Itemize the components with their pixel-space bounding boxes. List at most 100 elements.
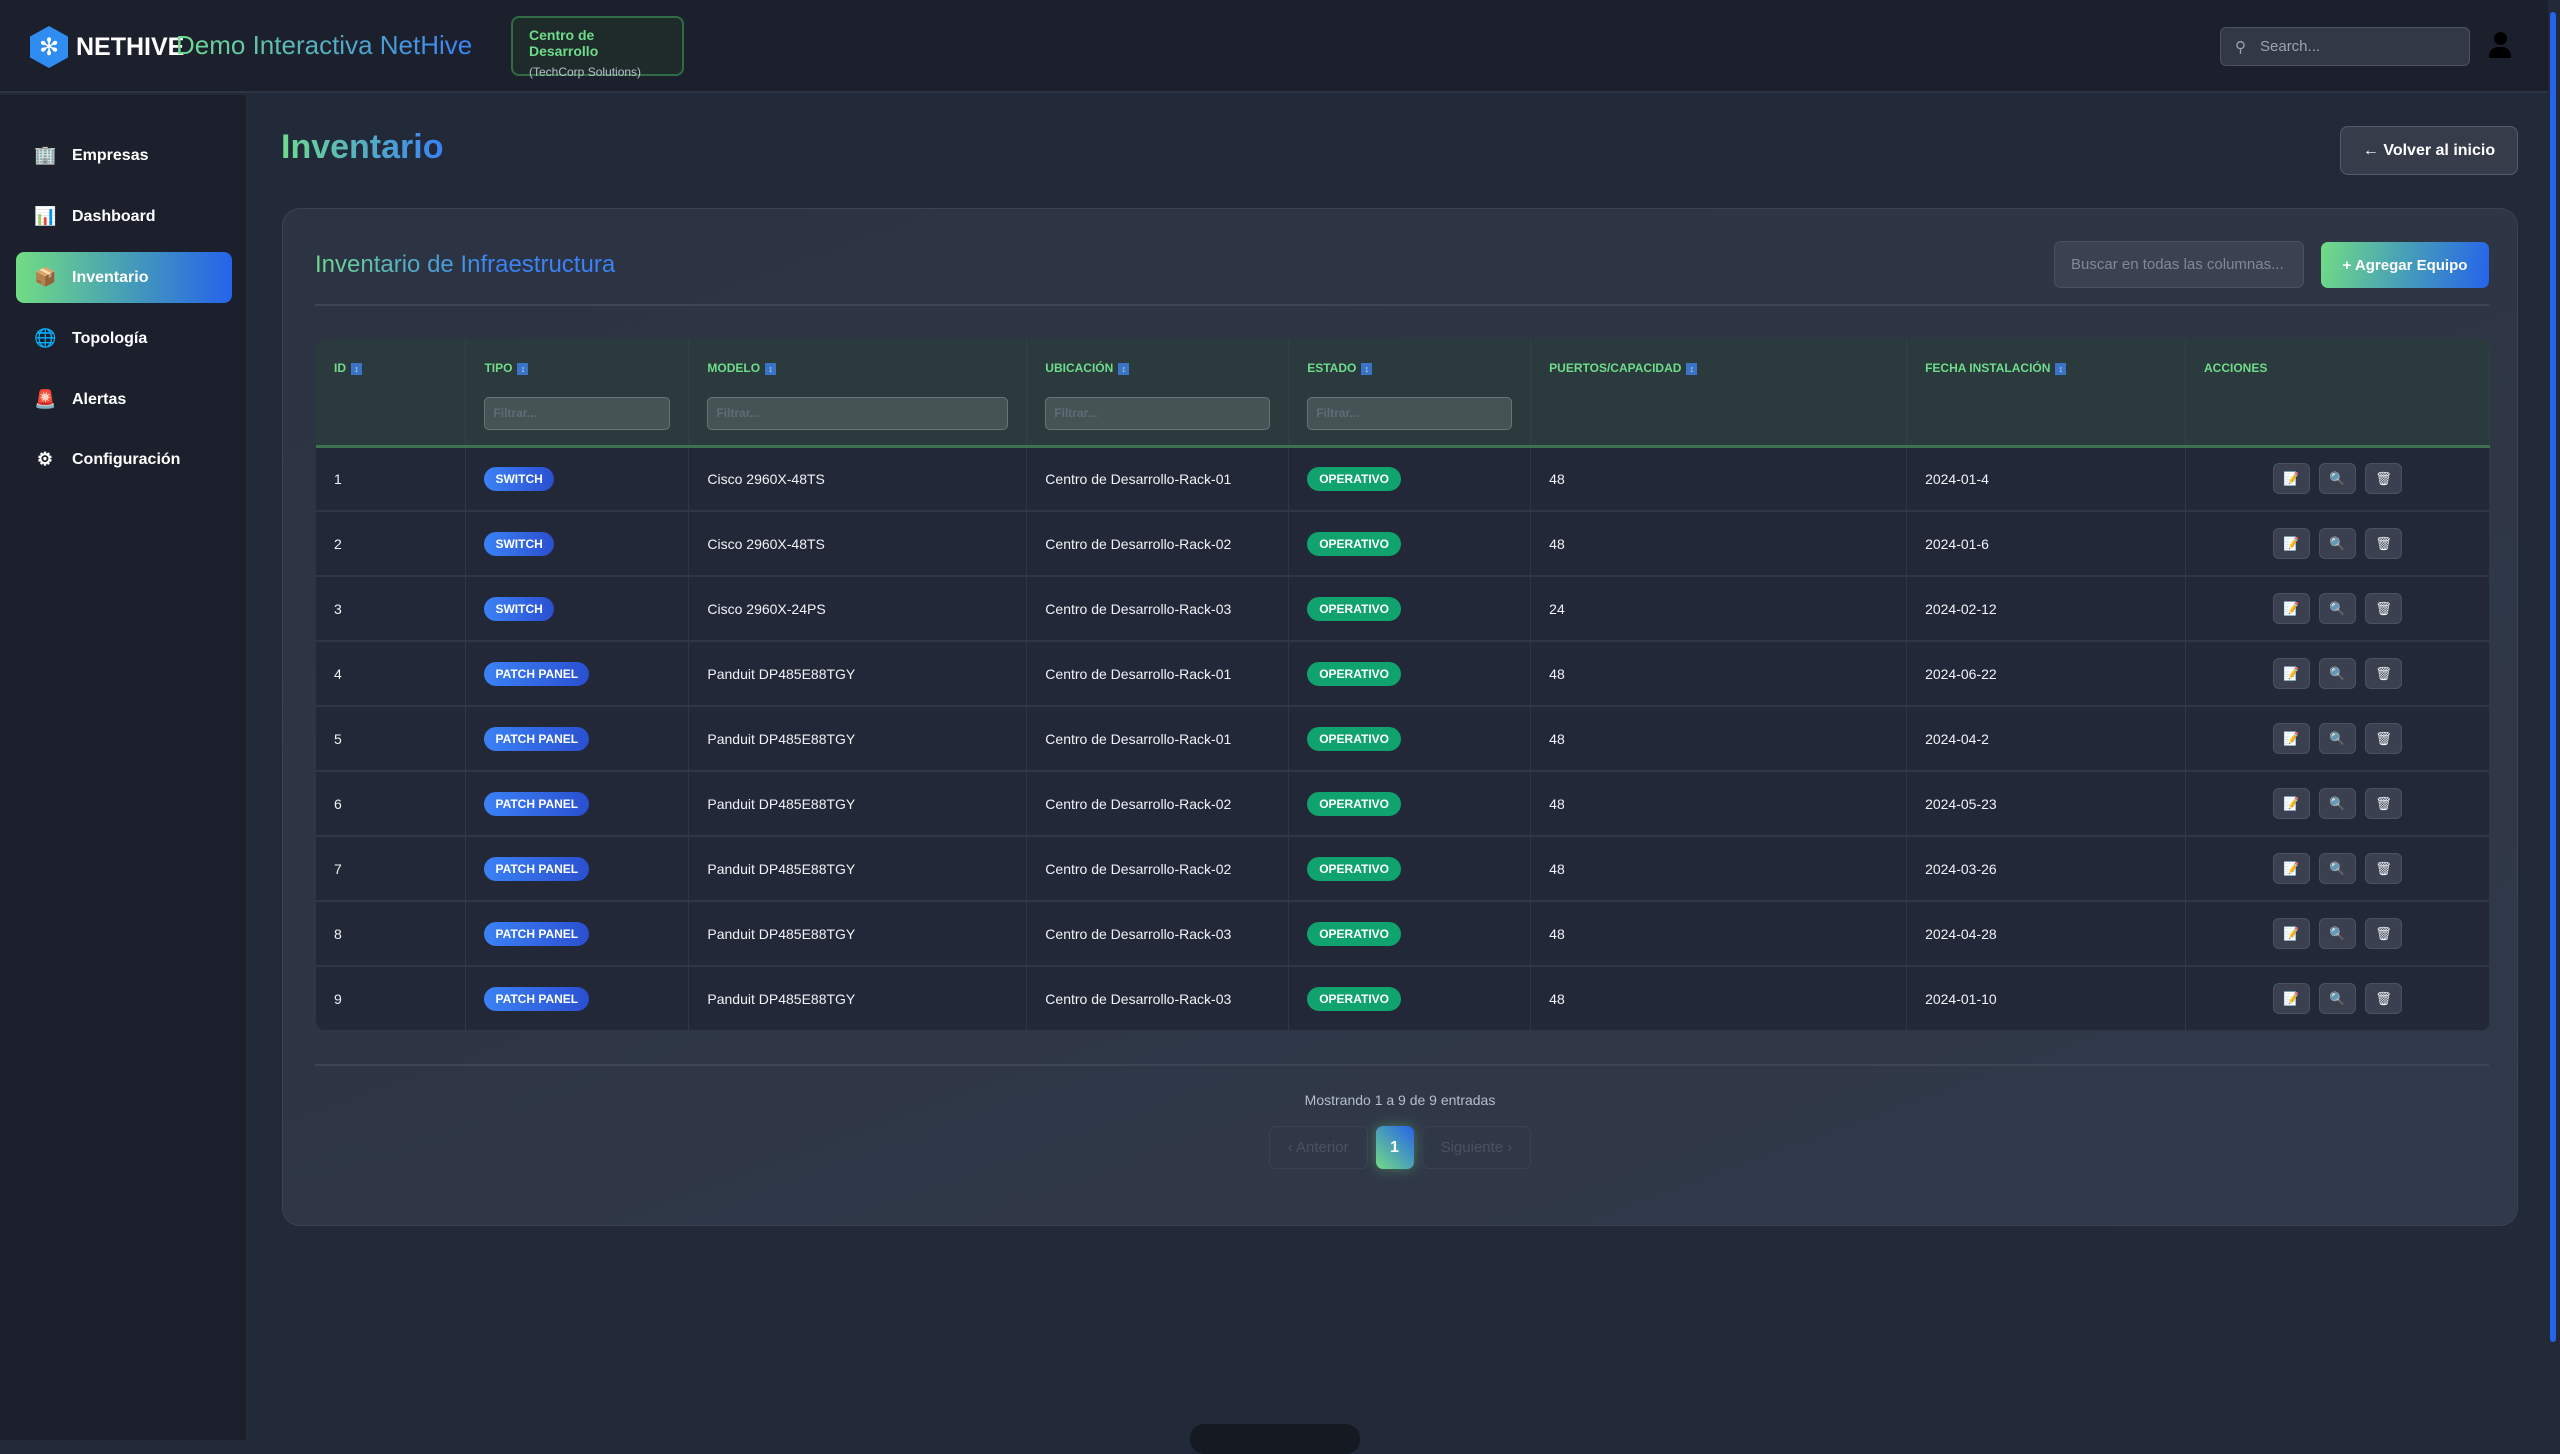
- status-badge: OPERATIVO: [1307, 661, 1402, 686]
- search-button[interactable]: 🔍: [2319, 463, 2356, 495]
- table-row[interactable]: 9 PATCH PANEL Panduit DP485E88TGY Centro…: [316, 966, 2490, 1031]
- search-button[interactable]: 🔍: [2319, 593, 2356, 624]
- search-icon: 🔍: [2329, 860, 2346, 876]
- cell-fecha: 2024-04-28: [1906, 901, 2186, 966]
- search-icon: 🔍: [2329, 470, 2346, 486]
- cell-ubicacion: Centro de Desarrollo-Rack-03: [1026, 901, 1290, 966]
- cell-puertos: 48: [1530, 771, 1908, 836]
- globe-icon: 🌐: [34, 328, 57, 348]
- edit-document-button[interactable]: 📝: [2273, 853, 2310, 884]
- sort-icon[interactable]: ↕: [765, 362, 777, 375]
- edit-document-button[interactable]: 📝: [2273, 528, 2310, 559]
- trash-button[interactable]: 🗑: [2365, 463, 2402, 495]
- table-row[interactable]: 1 SWITCH Cisco 2960X-48TS Centro de Desa…: [316, 446, 2490, 511]
- trash-button[interactable]: 🗑: [2365, 593, 2402, 624]
- page-1-button[interactable]: 1: [1375, 1126, 1414, 1169]
- status-badge: OPERATIVO: [1307, 726, 1402, 751]
- user-icon[interactable]: [2488, 32, 2512, 60]
- column-header[interactable]: PUERTOS/CAPACIDAD ↕: [1530, 339, 1908, 446]
- context-badge[interactable]: Centro de Desarrollo (TechCorp Solutions…: [511, 16, 684, 79]
- search-button[interactable]: 🔍: [2319, 723, 2356, 754]
- sort-icon[interactable]: ↕: [2055, 362, 2067, 375]
- column-filter-input[interactable]: Filtrar...: [707, 397, 1009, 430]
- back-home-button[interactable]: ← Volver al inicio: [2340, 126, 2518, 175]
- brand-name: NETHIVE: [76, 32, 185, 61]
- search-button[interactable]: 🔍: [2319, 983, 2356, 1014]
- sort-icon[interactable]: ↕: [351, 362, 362, 375]
- table-row[interactable]: 6 PATCH PANEL Panduit DP485E88TGY Centro…: [316, 771, 2490, 836]
- column-filter-input[interactable]: Filtrar...: [1045, 397, 1271, 430]
- edit-document-button[interactable]: 📝: [2273, 918, 2310, 949]
- trash-button[interactable]: 🗑: [2365, 658, 2402, 689]
- sidebar-item-dashboard[interactable]: 📊 Dashboard: [16, 191, 232, 242]
- sort-icon[interactable]: ↕: [1118, 362, 1130, 375]
- bottom-toolbar[interactable]: [1190, 1424, 1360, 1454]
- table-row[interactable]: 8 PATCH PANEL Panduit DP485E88TGY Centro…: [316, 901, 2490, 966]
- column-header[interactable]: ESTADO ↕ Filtrar...: [1288, 339, 1532, 446]
- search-button[interactable]: 🔍: [2319, 918, 2356, 949]
- trash-button[interactable]: 🗑: [2365, 983, 2402, 1014]
- table-row[interactable]: 3 SWITCH Cisco 2960X-24PS Centro de Desa…: [316, 576, 2490, 641]
- edit-document-button[interactable]: 📝: [2273, 658, 2310, 689]
- table-row[interactable]: 5 PATCH PANEL Panduit DP485E88TGY Centro…: [316, 706, 2490, 771]
- cell-puertos: 48: [1530, 836, 1908, 901]
- search-button[interactable]: 🔍: [2319, 658, 2356, 689]
- sidebar-item-alertas[interactable]: 🚨 Alertas: [16, 374, 232, 425]
- table-search-input[interactable]: Buscar en todas las columnas...: [2054, 241, 2304, 288]
- column-label: MODELO: [707, 361, 761, 375]
- cell-acciones: 📝 🔍 🗑: [2185, 966, 2490, 1031]
- global-search[interactable]: ⚲ Search...: [2220, 27, 2470, 66]
- sidebar-item-label: Empresas: [72, 146, 149, 164]
- search-icon: 🔍: [2329, 535, 2346, 551]
- edit-document-button[interactable]: 📝: [2273, 723, 2310, 754]
- type-badge: PATCH PANEL: [484, 856, 590, 881]
- column-header[interactable]: FECHA INSTALACIÓN ↕: [1906, 339, 2186, 446]
- sort-icon[interactable]: ↕: [1361, 362, 1373, 375]
- edit-document-icon: 📝: [2283, 860, 2300, 876]
- search-button[interactable]: 🔍: [2319, 853, 2356, 884]
- search-icon: 🔍: [2329, 730, 2346, 746]
- trash-button[interactable]: 🗑: [2365, 528, 2402, 559]
- column-header[interactable]: UBICACIÓN ↕ Filtrar...: [1026, 339, 1290, 446]
- trash-icon: 🗑: [2375, 990, 2392, 1006]
- cell-tipo: PATCH PANEL: [465, 706, 690, 771]
- cell-estado: OPERATIVO: [1288, 966, 1532, 1031]
- card-title: Inventario de Infraestructura: [315, 251, 616, 278]
- column-filter-input[interactable]: Filtrar...: [484, 397, 671, 430]
- table-row[interactable]: 7 PATCH PANEL Panduit DP485E88TGY Centro…: [316, 836, 2490, 901]
- table-row[interactable]: 2 SWITCH Cisco 2960X-48TS Centro de Desa…: [316, 511, 2490, 576]
- search-icon: 🔍: [2329, 665, 2346, 681]
- trash-button[interactable]: 🗑: [2365, 853, 2402, 884]
- add-equipment-button[interactable]: + Agregar Equipo: [2321, 242, 2489, 288]
- next-page-button[interactable]: Siguiente ›: [1421, 1126, 1532, 1169]
- column-header[interactable]: ID ↕: [316, 339, 467, 446]
- prev-page-button[interactable]: ‹ Anterior: [1268, 1126, 1368, 1169]
- edit-document-button[interactable]: 📝: [2273, 788, 2310, 819]
- column-filter-input[interactable]: Filtrar...: [1307, 397, 1513, 430]
- trash-button[interactable]: 🗑: [2365, 723, 2402, 754]
- pagination-info: Mostrando 1 a 9 de 9 entradas: [1304, 1092, 1496, 1108]
- trash-button[interactable]: 🗑: [2365, 788, 2402, 819]
- sidebar-item-empresas[interactable]: 🏢 Empresas: [16, 130, 232, 181]
- search-button[interactable]: 🔍: [2319, 528, 2356, 559]
- logo[interactable]: ✻ NETHIVE: [30, 26, 184, 68]
- edit-document-button[interactable]: 📝: [2273, 593, 2310, 624]
- edit-document-button[interactable]: 📝: [2273, 983, 2310, 1014]
- table-row[interactable]: 4 PATCH PANEL Panduit DP485E88TGY Centro…: [316, 641, 2490, 706]
- column-header[interactable]: ACCIONES: [2185, 339, 2490, 446]
- sort-icon[interactable]: ↕: [517, 362, 529, 375]
- sidebar-item-inventario[interactable]: 📦 Inventario: [16, 252, 232, 303]
- trash-button[interactable]: 🗑: [2365, 918, 2402, 949]
- cell-tipo: SWITCH: [465, 576, 690, 641]
- status-badge: OPERATIVO: [1307, 856, 1402, 881]
- sidebar-item-configuración[interactable]: ⚙ Configuración: [16, 434, 232, 485]
- column-header[interactable]: MODELO ↕ Filtrar...: [688, 339, 1028, 446]
- sidebar-item-topología[interactable]: 🌐 Topología: [16, 313, 232, 364]
- sort-icon[interactable]: ↕: [1686, 362, 1698, 375]
- edit-document-button[interactable]: 📝: [2273, 463, 2310, 495]
- trash-icon: 🗑: [2375, 665, 2392, 681]
- scrollbar[interactable]: [2550, 12, 2556, 1342]
- column-header[interactable]: TIPO ↕ Filtrar...: [465, 339, 690, 446]
- cell-estado: OPERATIVO: [1288, 771, 1532, 836]
- search-button[interactable]: 🔍: [2319, 788, 2356, 819]
